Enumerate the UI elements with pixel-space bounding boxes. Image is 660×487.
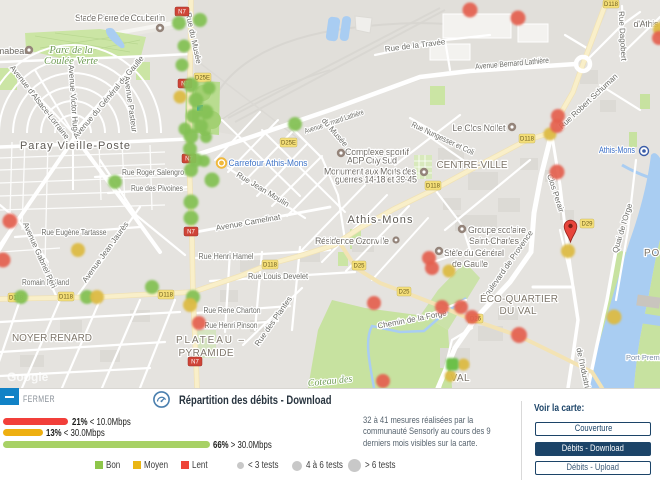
svg-text:Parc de la: Parc de la [48, 45, 92, 56]
svg-text:D118: D118 [59, 295, 74, 301]
svg-text:Paray Vieille-Poste: Paray Vieille-Poste [20, 140, 130, 152]
svg-text:D118: D118 [159, 293, 174, 299]
svg-text:Résidence Ozonville: Résidence Ozonville [315, 236, 389, 246]
svg-text:Le Clos Nollet: Le Clos Nollet [453, 123, 506, 133]
svg-text:DU VAL: DU VAL [500, 306, 537, 317]
svg-text:D29: D29 [581, 222, 593, 228]
svg-text:N7: N7 [178, 10, 186, 16]
svg-text:Groupe scolaire: Groupe scolaire [468, 225, 526, 235]
svg-text:Monument aux Morts des: Monument aux Morts des [324, 167, 417, 177]
svg-text:Rue Louis Develet: Rue Louis Develet [248, 272, 309, 281]
svg-text:Rue Henri Hamel: Rue Henri Hamel [199, 252, 254, 261]
svg-text:ADP Orly Sud: ADP Orly Sud [347, 156, 397, 166]
svg-text:Coteau des: Coteau des [307, 374, 353, 388]
svg-text:Carrefour Athis-Mons: Carrefour Athis-Mons [229, 158, 308, 169]
svg-text:Rue Roger Salengro: Rue Roger Salengro [122, 168, 184, 177]
svg-text:de Gaulle: de Gaulle [452, 259, 488, 269]
svg-text:D118: D118 [604, 2, 619, 8]
svg-text:D25: D25 [353, 264, 365, 270]
svg-text:Google: Google [7, 370, 49, 384]
svg-text:D25E: D25E [281, 141, 296, 147]
svg-text:Rue Rene Charton: Rue Rene Charton [204, 306, 261, 315]
svg-text:Rue des Pivoines: Rue des Pivoines [131, 184, 183, 193]
svg-text:D118: D118 [520, 137, 535, 143]
svg-text:PLATEAU –: PLATEAU – [176, 335, 244, 346]
svg-text:Romain Rolland: Romain Rolland [22, 278, 69, 287]
svg-text:Rue Henri Pinson: Rue Henri Pinson [205, 321, 258, 330]
svg-text:D118: D118 [263, 263, 278, 269]
svg-text:Rue Eugène Tartasse: Rue Eugène Tartasse [42, 228, 107, 237]
svg-text:D118: D118 [426, 184, 441, 190]
svg-text:D25: D25 [398, 290, 410, 296]
svg-text:Coulée Verte: Coulée Verte [44, 56, 98, 67]
svg-text:N7: N7 [191, 360, 199, 366]
svg-text:Port Premier: Port Premier [626, 353, 660, 362]
svg-text:Athis-Mons: Athis-Mons [599, 145, 635, 155]
svg-text:Stèle du Général: Stèle du Général [444, 248, 504, 258]
svg-text:Athis-Mons: Athis-Mons [348, 214, 414, 226]
svg-text:Saint-Charles: Saint-Charles [469, 236, 520, 246]
svg-text:NOYER RENARD: NOYER RENARD [12, 333, 92, 344]
svg-text:Stade Pierre de Coubertin: Stade Pierre de Coubertin [75, 13, 165, 23]
svg-text:Rue Dagobert: Rue Dagobert [617, 11, 629, 62]
svg-text:mabeau: mabeau [0, 46, 29, 56]
svg-text:D25E: D25E [195, 76, 210, 82]
svg-text:Complexe sportif: Complexe sportif [345, 147, 409, 157]
svg-text:PYRAMIDE: PYRAMIDE [179, 348, 234, 359]
svg-text:ÉCO-QUARTIER: ÉCO-QUARTIER [480, 292, 558, 305]
svg-text:guerres 14-18 et 39-45: guerres 14-18 et 39-45 [335, 175, 417, 185]
svg-text:N7: N7 [187, 230, 195, 236]
svg-text:CENTRE-VILLE: CENTRE-VILLE [437, 160, 508, 171]
svg-text:d'Athis: d'Athis [634, 19, 660, 29]
svg-text:PORT: PORT [644, 248, 660, 259]
